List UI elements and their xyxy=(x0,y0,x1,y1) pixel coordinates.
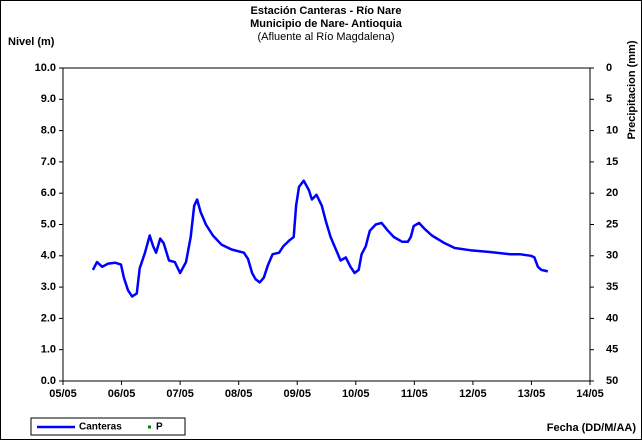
y2-tick-label: 5 xyxy=(606,93,612,105)
y-tick-label: 6.0 xyxy=(41,187,56,199)
y2-tick-label: 50 xyxy=(606,375,618,387)
chart-subtitle: Municipio de Nare- Antioquia xyxy=(250,18,403,30)
y2-tick-label: 30 xyxy=(606,250,618,262)
x-tick-label: 09/05 xyxy=(283,388,311,400)
chart-title: Estación Canteras - Río Nare xyxy=(251,5,402,17)
y2-tick-label: 35 xyxy=(606,281,618,293)
y2-tick-label: 20 xyxy=(606,187,618,199)
y2-tick-label: 10 xyxy=(606,125,618,137)
y-tick-label: 2.0 xyxy=(41,312,56,324)
annotation: (Afluente al Río Magdalena) xyxy=(258,31,395,43)
x-tick-label: 05/05 xyxy=(49,388,77,400)
y-tick-label: 4.0 xyxy=(41,250,56,262)
y2-tick-label: 40 xyxy=(606,312,618,324)
x-tick-label: 13/05 xyxy=(518,388,546,400)
y-tick-label: 7.0 xyxy=(41,156,56,168)
y2-tick-label: 15 xyxy=(606,156,618,168)
y-tick-label: 9.0 xyxy=(41,93,56,105)
x-tick-label: 07/05 xyxy=(166,388,194,400)
y-tick-label: 8.0 xyxy=(41,125,56,137)
y-tick-label: 5.0 xyxy=(41,218,56,230)
x-tick-label: 06/05 xyxy=(108,388,136,400)
legend-label: Canteras xyxy=(79,422,122,433)
y-tick-label: 3.0 xyxy=(41,281,56,293)
y2-axis-label: Precipitacion (mm) xyxy=(626,40,638,139)
y2-tick-label: 45 xyxy=(606,344,618,356)
y-tick-label: 10.0 xyxy=(35,62,56,74)
legend xyxy=(30,417,186,436)
x-tick-label: 14/05 xyxy=(576,388,604,400)
x-tick-label: 08/05 xyxy=(225,388,253,400)
y2-tick-label: 25 xyxy=(606,218,618,230)
y-tick-label: 1.0 xyxy=(41,344,56,356)
line-series xyxy=(91,179,549,298)
legend-label: P xyxy=(156,422,163,433)
y-axis-label: Nivel (m) xyxy=(8,36,55,48)
x-tick-label: 11/05 xyxy=(401,388,428,400)
y2-tick-label: 0 xyxy=(606,62,612,74)
x-tick-label: 10/05 xyxy=(342,388,370,400)
legend-swatch xyxy=(148,425,151,429)
x-axis-label: Fecha (DD/M/AA) xyxy=(547,422,637,434)
x-tick-label: 12/05 xyxy=(459,388,487,400)
y-tick-label: 0.0 xyxy=(41,375,56,387)
